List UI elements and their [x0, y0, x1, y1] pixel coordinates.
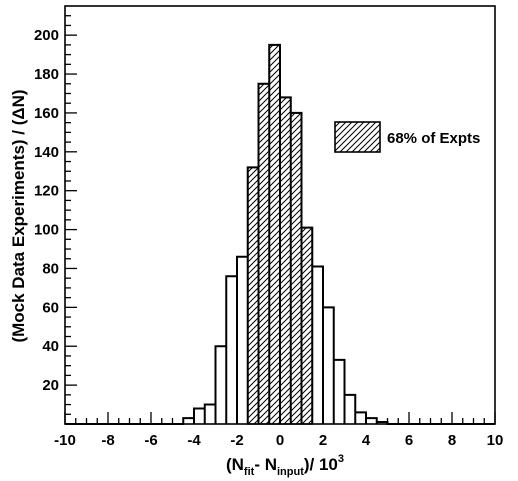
x-tick-label: -10	[54, 432, 76, 449]
x-axis-title-sup: 3	[338, 453, 344, 465]
x-axis-title-sub-input: input	[277, 466, 304, 478]
y-axis-title: (Mock Data Experiments) / (ΔN)	[9, 89, 28, 342]
legend-swatch	[334, 121, 381, 153]
x-tick-label: 10	[487, 432, 504, 449]
y-tick-label: 20	[42, 377, 59, 394]
histogram-outline	[65, 43, 495, 425]
y-tick-label: 200	[34, 27, 59, 44]
x-axis-title-open: (N	[226, 455, 244, 474]
y-tick-label: 140	[34, 144, 59, 161]
y-tick-label: 80	[42, 260, 59, 277]
histogram-bar	[205, 405, 216, 424]
x-tick-label: 8	[448, 432, 456, 449]
legend-label: 68% of Expts	[387, 130, 480, 147]
histogram-bar	[194, 408, 205, 424]
x-tick-label: 0	[276, 432, 284, 449]
histogram-bar	[355, 412, 366, 424]
x-axis-title-close: )/ 10	[304, 455, 338, 474]
x-tick-labels: -10 -8 -6 -4 -2 0 2 4 6 8 10	[54, 432, 503, 449]
histogram-bar	[226, 276, 237, 424]
y-tick-label: 40	[42, 338, 59, 355]
histogram-bar	[323, 307, 334, 424]
histogram-bar	[345, 395, 356, 424]
x-axis-title-mid: - N	[254, 455, 277, 474]
histogram-bar	[216, 346, 227, 424]
y-tick-label: 180	[34, 66, 59, 83]
histogram-bar	[312, 267, 323, 424]
histogram-bar	[334, 360, 345, 424]
x-tick-label: -8	[101, 432, 114, 449]
x-tick-label: 6	[405, 432, 413, 449]
y-tick-label: 100	[34, 222, 59, 239]
y-tick-label: 60	[42, 299, 59, 316]
x-tick-label: -6	[144, 432, 157, 449]
x-tick-label: 2	[319, 432, 327, 449]
x-axis-title-sub-fit: fit	[244, 466, 255, 478]
histogram-bar	[237, 257, 248, 424]
legend: 68% of Expts	[334, 121, 480, 153]
x-tick-label: 4	[362, 432, 371, 449]
y-tick-labels: 20 40 60 80 100 120 140 160 180 200	[34, 27, 59, 394]
y-tick-label: 160	[34, 105, 59, 122]
x-tick-label: -4	[187, 432, 201, 449]
x-axis-title: (Nfit- Ninput)/ 103	[226, 453, 344, 478]
y-tick-label: 120	[34, 183, 59, 200]
x-tick-label: -2	[230, 432, 243, 449]
